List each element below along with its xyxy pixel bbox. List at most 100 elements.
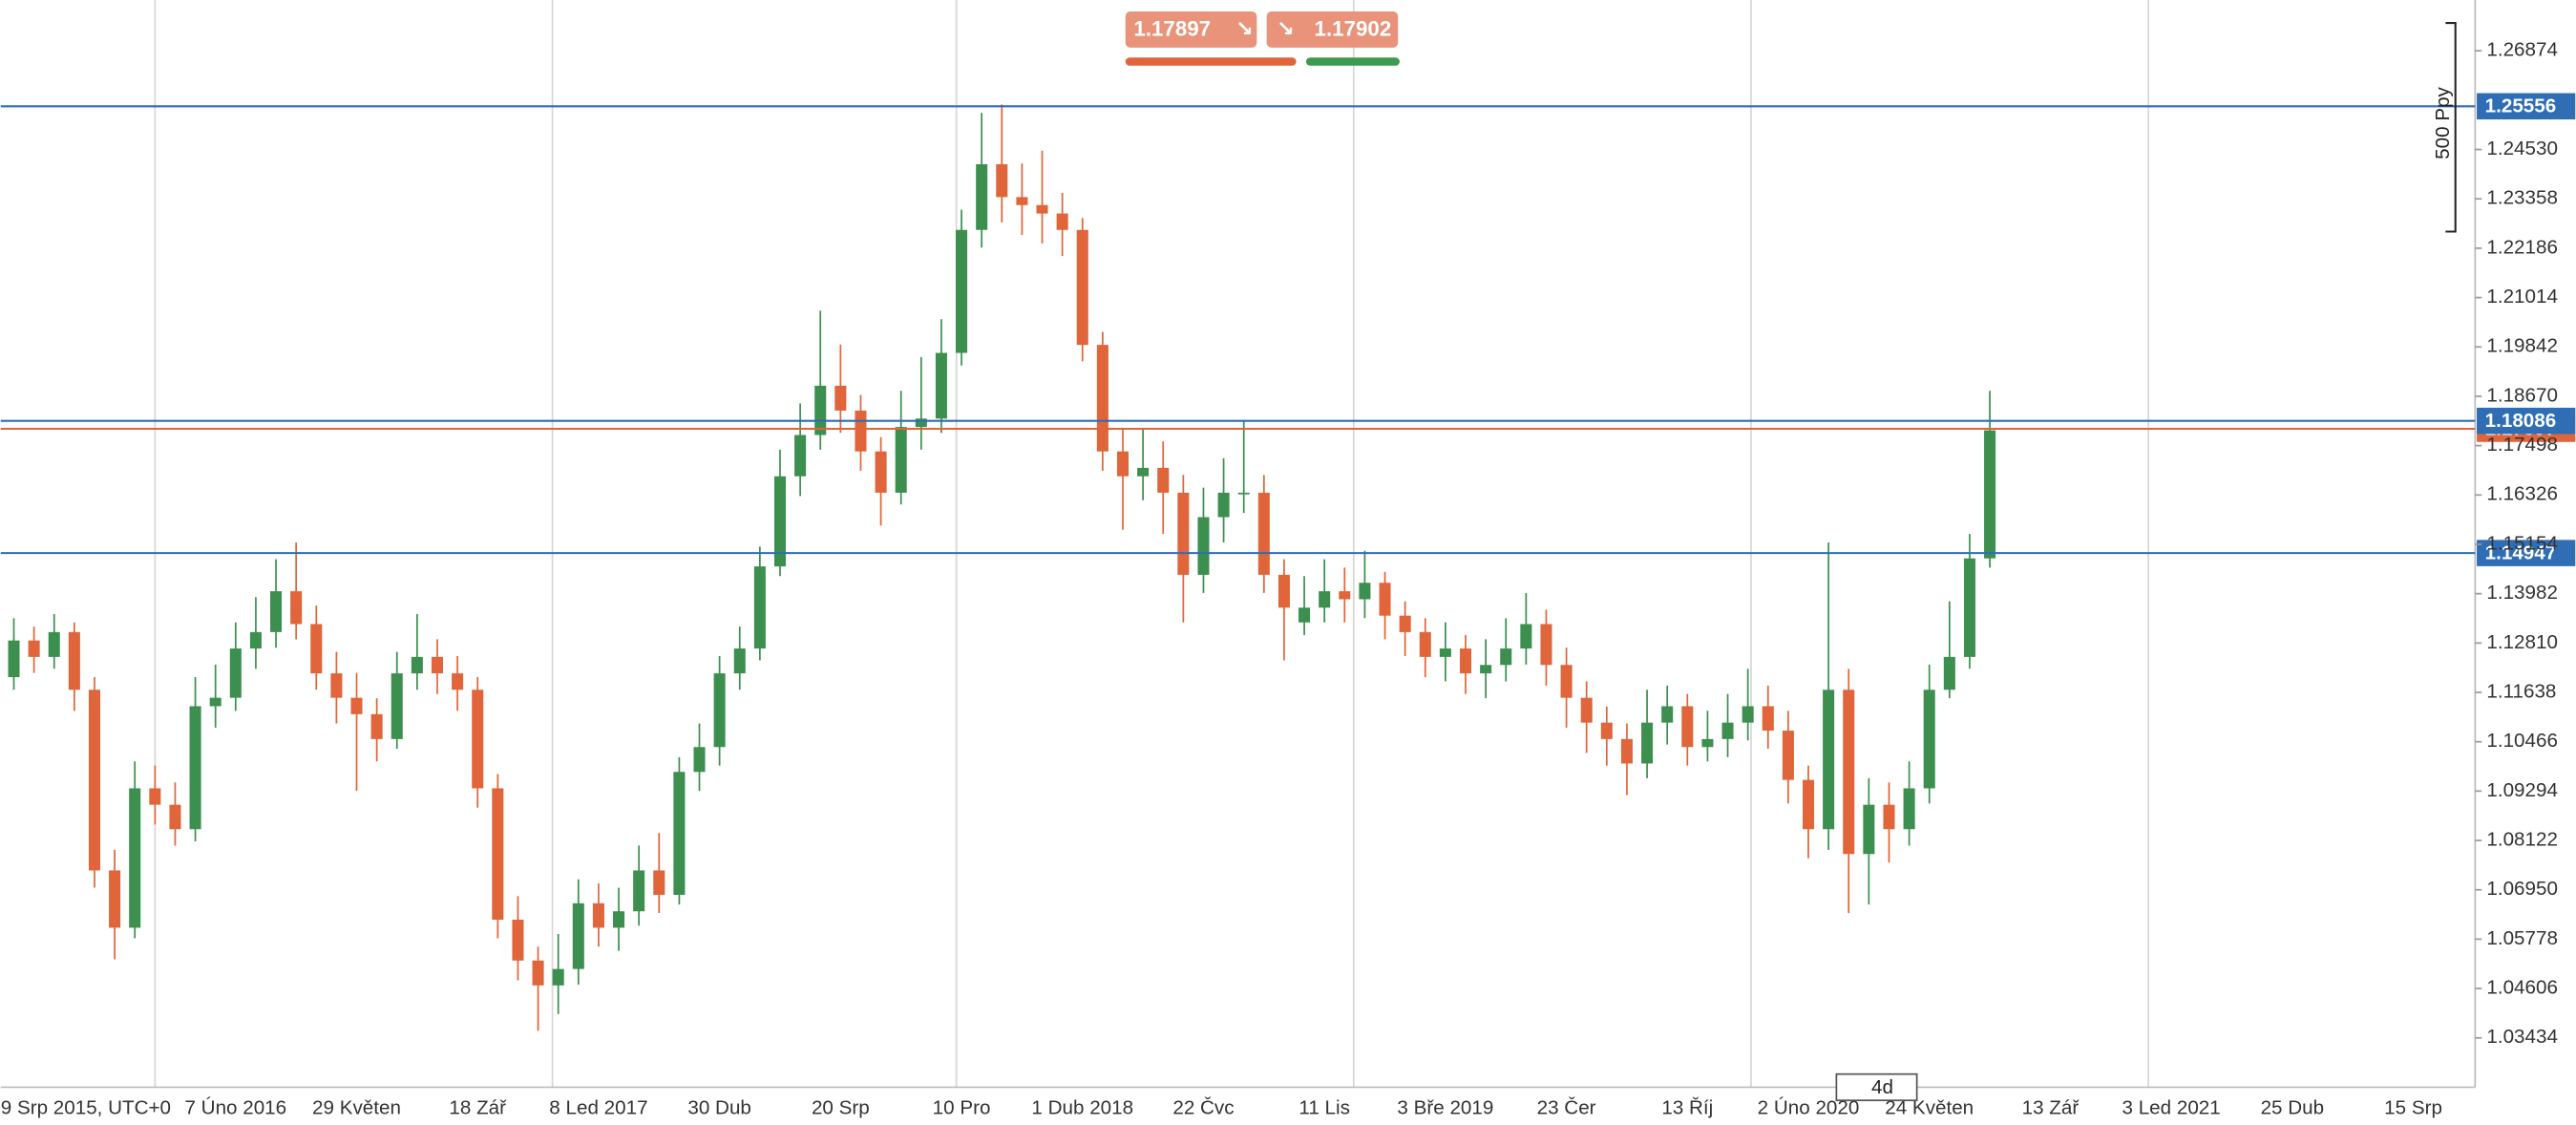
y-tick-label: 1.18670 — [2486, 384, 2558, 406]
candle-body — [1096, 345, 1109, 452]
x-tick-label: 15 Srp — [2384, 1096, 2442, 1118]
y-tick-label: 1.21014 — [2486, 286, 2558, 308]
candle-body — [1480, 665, 1492, 674]
x-tick-label: 9 Srp 2015, UTC+0 — [1, 1096, 171, 1118]
candle-body — [1883, 804, 1895, 830]
candle-body — [996, 163, 1008, 198]
candle-body — [633, 870, 645, 912]
price-tag — [2477, 93, 2576, 120]
y-tick-label: 1.08122 — [2486, 829, 2558, 851]
candle-body — [431, 656, 444, 674]
candle-body — [48, 631, 60, 657]
candle-body — [1459, 648, 1472, 674]
candle-body — [452, 673, 464, 690]
candle-body — [8, 640, 20, 678]
candle-body — [169, 804, 181, 830]
axes: 1.26874 1.24530 1.23358 1.22186 1.21014 1.198… — [1, 39, 2558, 1119]
y-tick-label: 1.16326 — [2486, 483, 2558, 505]
y-tick-label: 1.04606 — [2486, 977, 2558, 999]
candle-body — [68, 631, 80, 690]
x-tick-label: 22 Čvc — [1172, 1096, 1234, 1118]
y-tick-label: 1.05778 — [2486, 927, 2558, 949]
sell-bar — [1125, 57, 1297, 66]
candle-body — [1681, 706, 1694, 748]
interval-frame[interactable] — [1835, 1072, 1918, 1102]
candle-body — [1742, 706, 1754, 723]
candle-body — [1419, 631, 1431, 657]
candle-body — [592, 902, 604, 928]
candle-body — [1500, 648, 1512, 666]
candle-body — [753, 566, 766, 649]
candle-body — [88, 690, 100, 871]
range-label: 500 Ppy — [2432, 86, 2454, 159]
candle-body — [1197, 517, 1210, 575]
x-tick-label: 10 Pro — [933, 1096, 991, 1118]
candle-body — [310, 624, 323, 674]
candle-body — [1843, 690, 1855, 855]
interval-box[interactable]: 4d — [1835, 1072, 1918, 1102]
x-tick-label: 11 Lis — [1299, 1096, 1350, 1118]
candle-body — [1379, 583, 1391, 616]
candle-body — [1177, 492, 1190, 575]
candle-body — [229, 648, 242, 698]
candle-body — [1157, 467, 1170, 493]
candle-body — [673, 772, 686, 896]
y-tick-label: 1.22186 — [2486, 236, 2558, 258]
candle-body — [1257, 492, 1270, 575]
candle-body — [1963, 558, 1975, 657]
y-tick-label: 1.13982 — [2486, 582, 2558, 604]
x-tick-label: 2 Úno 2020 — [1758, 1096, 1860, 1118]
x-tick-label: 18 Zář — [449, 1096, 507, 1118]
candle-body — [1984, 430, 1996, 559]
y-tick-label: 1.10466 — [2486, 730, 2558, 752]
candle-body — [391, 673, 403, 739]
candle-body — [1217, 492, 1230, 518]
candle-body — [1863, 804, 1875, 855]
x-tick-label: 1 Dub 2018 — [1031, 1096, 1133, 1118]
candle-body — [1580, 697, 1593, 723]
candle-body — [1520, 624, 1532, 649]
candle-body — [572, 902, 584, 969]
candle-body — [773, 476, 787, 567]
candle-body — [552, 968, 564, 986]
candle-body — [895, 427, 907, 493]
candle-body — [1600, 722, 1613, 739]
candle-body — [411, 656, 423, 674]
candle-body — [1641, 722, 1654, 764]
candle-body — [613, 911, 625, 928]
candle-body — [1056, 213, 1068, 230]
ruler-bracket — [2445, 22, 2457, 233]
candle-body — [956, 229, 968, 353]
x-tick-label: 13 Zář — [2022, 1096, 2080, 1118]
candle-body — [1137, 467, 1150, 477]
x-tick-label: 7 Úno 2016 — [184, 1096, 286, 1118]
candle-body — [492, 788, 504, 921]
price-tag-label: 1.18086 — [2485, 410, 2557, 432]
candle-body — [1701, 738, 1714, 748]
sell-button[interactable] — [1125, 11, 1257, 48]
candle-body — [1339, 591, 1351, 600]
candle-body — [935, 352, 947, 419]
candle-body — [1237, 492, 1250, 495]
candle-body — [1620, 738, 1633, 764]
y-tick-label: 1.15154 — [2486, 532, 2558, 554]
sell-price: 1.17897 — [1133, 17, 1211, 41]
candle-body — [249, 631, 262, 649]
candle-body — [1116, 451, 1130, 477]
buy-button[interactable] — [1266, 11, 1399, 48]
candle-body — [1359, 583, 1371, 600]
candle-body — [875, 451, 887, 493]
x-tick-label: 30 Dub — [687, 1096, 751, 1118]
candle-body — [713, 673, 726, 748]
x-tick-label: 8 Led 2017 — [549, 1096, 647, 1118]
candle-body — [1560, 665, 1573, 698]
candle-body — [693, 747, 706, 773]
candle-body — [1319, 591, 1331, 608]
y-tick-label: 1.11638 — [2486, 680, 2556, 702]
candle-body — [270, 591, 283, 632]
x-tick-label: 29 Květen — [312, 1096, 401, 1118]
candle-body — [794, 435, 807, 477]
candle-body — [1923, 690, 1935, 789]
